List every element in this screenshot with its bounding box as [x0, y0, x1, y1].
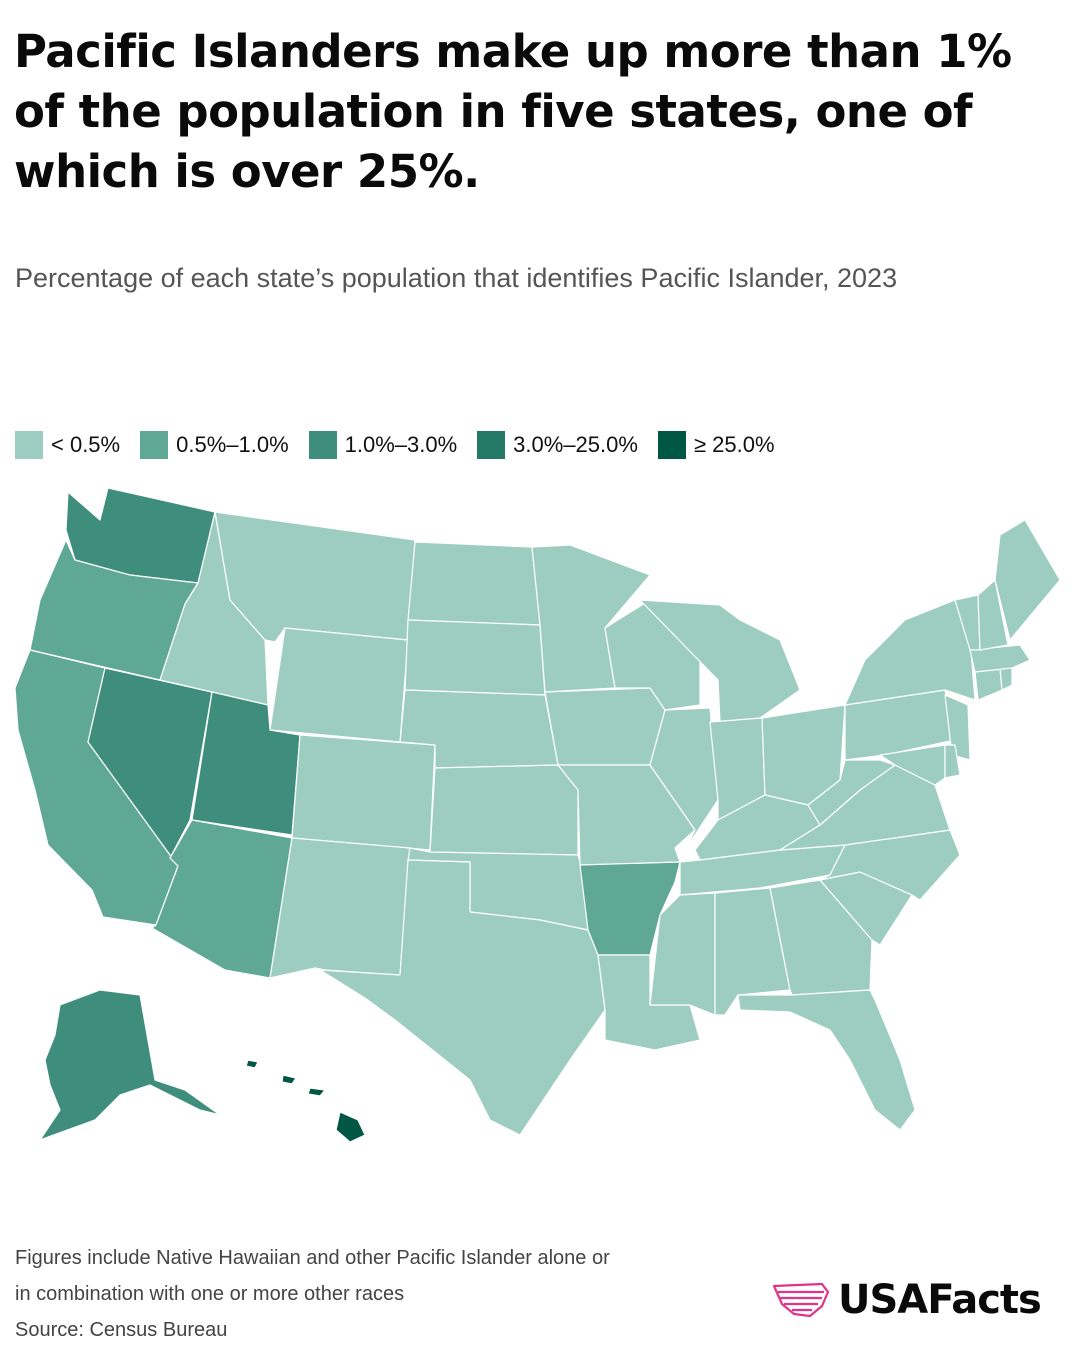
- legend-swatch: [657, 431, 686, 459]
- footnote-line: Figures include Native Hawaiian and othe…: [15, 1247, 610, 1269]
- usafacts-logo: USAFacts: [772, 1270, 1042, 1330]
- legend-item-gte-25-0: ≥ 25.0%: [657, 431, 775, 459]
- legend-label: 0.5%–1.0%: [176, 432, 289, 457]
- usafacts-flag-map-icon: [772, 1282, 830, 1318]
- state-AK: [39, 989, 221, 1141]
- logo-text: USAFacts: [838, 1277, 1042, 1323]
- state-CO: [291, 734, 436, 851]
- chart-subtitle: Percentage of each state’s population th…: [15, 263, 898, 293]
- legend-swatch: [15, 431, 43, 459]
- us-choropleth-map: [0, 470, 1080, 1160]
- state-NH: [977, 579, 1009, 651]
- state-KS: [429, 764, 579, 856]
- legend-swatch: [477, 431, 506, 459]
- legend: < 0.5% 0.5%–1.0% 1.0%–3.0% 3.0%–25.0% ≥ …: [15, 430, 795, 460]
- state-MA: [969, 644, 1031, 673]
- state-MD: [879, 744, 946, 786]
- state-LA: [597, 954, 701, 1051]
- state-TX: [319, 859, 606, 1136]
- state-NY: [844, 599, 976, 706]
- source-line: Source: Census Bureau: [15, 1319, 228, 1341]
- state-MI: [639, 599, 801, 723]
- legend-swatch: [140, 431, 169, 459]
- footnote: Figures include Native Hawaiian and othe…: [15, 1240, 755, 1348]
- state-IA: [544, 687, 666, 766]
- state-ME: [994, 519, 1061, 641]
- legend-label: 3.0%–25.0%: [513, 432, 638, 457]
- legend-label: ≥ 25.0%: [693, 432, 775, 457]
- state-WV: [807, 759, 896, 826]
- legend-swatch: [308, 431, 337, 459]
- legend-label: < 0.5%: [51, 432, 121, 457]
- state-FL: [737, 989, 916, 1131]
- state-WY: [269, 627, 409, 743]
- legend-item-0-5-1-0: 0.5%–1.0%: [140, 431, 289, 459]
- legend-label: 1.0%–3.0%: [344, 432, 458, 457]
- state-DE: [944, 744, 961, 779]
- state-NJ: [944, 694, 971, 761]
- footnote-line: in combination with one or more other ra…: [15, 1283, 405, 1305]
- state-NM: [269, 837, 411, 979]
- state-ND: [407, 541, 541, 626]
- state-RI: [999, 667, 1013, 691]
- state-SD: [404, 619, 546, 696]
- state-CT: [974, 667, 1003, 701]
- legend-item-lt-0-5: < 0.5%: [15, 431, 120, 459]
- state-IL: [649, 707, 719, 851]
- state-AR: [579, 861, 681, 956]
- state-HI: [245, 1059, 366, 1143]
- chart-title: Pacific Islanders make up more than 1% o…: [14, 25, 1012, 198]
- legend-item-3-0-25-0: 3.0%–25.0%: [477, 431, 638, 459]
- legend-item-1-0-3-0: 1.0%–3.0%: [308, 431, 458, 459]
